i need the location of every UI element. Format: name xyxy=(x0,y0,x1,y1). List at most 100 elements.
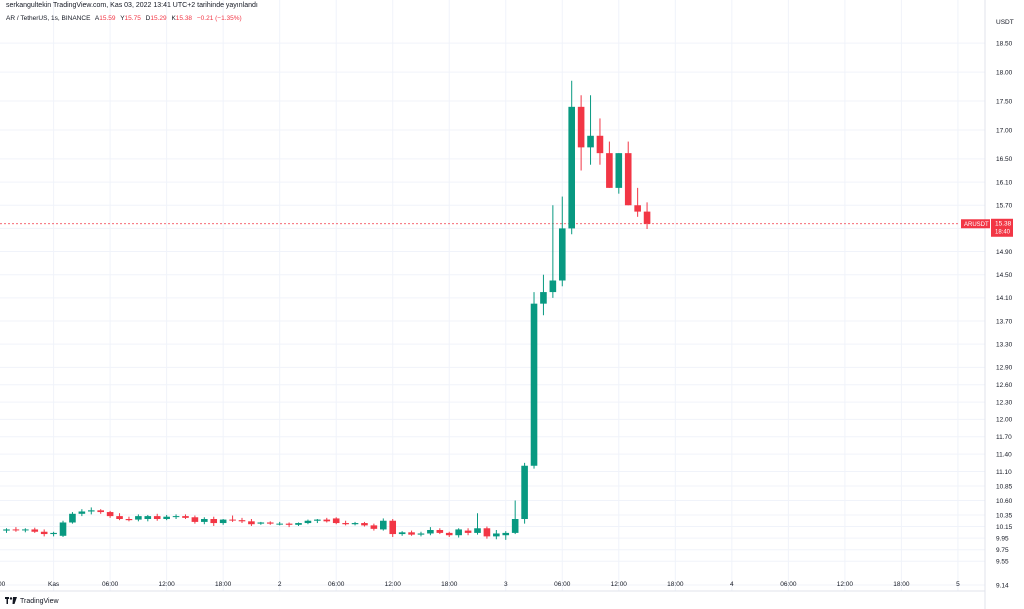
candle xyxy=(427,527,434,536)
price-tick-label: 12.30 xyxy=(996,399,1013,406)
candle xyxy=(380,518,387,531)
candle-body xyxy=(332,518,340,524)
time-axis[interactable]: 18:00 Kas 06:00 12:00 18:00 2 06:00 12:00 18:00 3… xyxy=(0,581,960,588)
candle xyxy=(558,196,566,287)
price-tick-label: 16.50 xyxy=(996,156,1013,163)
price-tick-label: 17.50 xyxy=(996,98,1013,105)
candle xyxy=(351,521,359,526)
currency-label: USDT xyxy=(996,19,1014,26)
candle-body xyxy=(370,525,378,529)
candle xyxy=(97,509,104,514)
time-tick-label: 18:00 xyxy=(893,581,910,588)
price-tick-label: 16.10 xyxy=(996,179,1013,186)
tradingview-logo-icon xyxy=(5,597,17,606)
legend-high: Y15.75 xyxy=(120,15,141,22)
price-tick-label: 11.70 xyxy=(996,434,1012,441)
time-tick-label: 3 xyxy=(504,581,508,588)
price-tick-label: 10.15 xyxy=(996,524,1013,531)
candle-body xyxy=(31,529,39,532)
candle xyxy=(445,531,453,537)
candle xyxy=(276,521,283,526)
candles xyxy=(3,80,651,540)
legend-open-label: A xyxy=(94,15,100,22)
candle-body xyxy=(40,531,48,535)
candle-body xyxy=(521,465,528,520)
grid-lines xyxy=(0,0,985,591)
candle xyxy=(182,514,189,520)
candle-body xyxy=(427,530,434,534)
tradingview-brand[interactable]: TradingView xyxy=(5,597,59,606)
candle xyxy=(417,531,425,537)
time-tick-label: 06:00 xyxy=(780,581,797,588)
time-tick-label: 06:00 xyxy=(554,581,571,588)
candle-body xyxy=(182,516,189,518)
candle-body xyxy=(615,153,623,188)
candle xyxy=(606,141,613,188)
legend-low: D15.29 xyxy=(146,15,167,22)
candle-body xyxy=(125,519,133,521)
price-tick-label: 13.70 xyxy=(996,318,1013,325)
candle xyxy=(530,292,538,469)
candle xyxy=(436,528,444,535)
price-tick-label: 12.60 xyxy=(996,382,1013,389)
candle xyxy=(106,510,114,518)
time-tick-label: 18:00 xyxy=(441,581,458,588)
candle xyxy=(549,205,557,298)
candle-body xyxy=(12,529,20,531)
candle-body xyxy=(577,106,585,148)
price-tick-label: 15.70 xyxy=(996,203,1013,210)
candle xyxy=(455,528,462,538)
candle-body xyxy=(266,522,274,524)
candle xyxy=(87,507,95,515)
candle xyxy=(643,202,651,229)
legend-open-value: 15.59 xyxy=(99,15,116,22)
candle-body xyxy=(474,528,481,533)
candle xyxy=(210,516,218,526)
candle xyxy=(285,522,293,528)
candle-body xyxy=(276,523,283,525)
price-tag-price: 15.38 xyxy=(995,220,1012,227)
candle-body xyxy=(436,530,444,533)
price-tick-label: 14.50 xyxy=(996,272,1013,279)
candle xyxy=(50,531,57,537)
candle-body xyxy=(502,532,510,536)
candle-body xyxy=(163,516,170,520)
candle xyxy=(219,519,227,525)
time-tick-label: Kas xyxy=(48,581,60,588)
candle-body xyxy=(511,519,519,533)
candle-body xyxy=(445,532,453,536)
brand-name: TradingView xyxy=(20,598,59,605)
candle xyxy=(587,95,594,165)
time-tick-label: 18:00 xyxy=(0,581,6,588)
candle-body xyxy=(389,520,397,535)
candle-body xyxy=(22,529,29,531)
candle-body xyxy=(455,529,462,536)
candle xyxy=(266,521,274,525)
candle xyxy=(483,526,491,539)
candle-body xyxy=(87,510,95,512)
candle-body xyxy=(248,521,255,525)
symbol-legend[interactable]: AR / TetherUS, 1s, BINANCE A15.59 Y15.75… xyxy=(6,15,245,22)
candle xyxy=(596,118,604,165)
candle-body xyxy=(643,211,651,224)
candle-body xyxy=(59,522,67,536)
time-tick-label: 12:00 xyxy=(385,581,402,588)
candle xyxy=(163,514,170,521)
candle-body xyxy=(172,516,180,518)
candle xyxy=(229,515,236,522)
legend-low-value: 15.29 xyxy=(150,15,167,22)
candle xyxy=(540,274,547,316)
legend-symbol[interactable]: AR / TetherUS, 1s, BINANCE xyxy=(6,15,91,22)
candle-body xyxy=(285,523,293,525)
candle-body xyxy=(78,511,86,514)
time-tick-label: 12:00 xyxy=(837,581,854,588)
candle-body xyxy=(408,532,415,535)
time-tick-label: 06:00 xyxy=(102,581,119,588)
candle xyxy=(191,515,199,524)
price-tick-label: 12.90 xyxy=(996,365,1013,372)
price-axis[interactable]: 18.5018.0017.5017.0016.5016.1015.7015.30… xyxy=(996,40,1013,589)
candle xyxy=(257,521,265,525)
time-tick-label: 06:00 xyxy=(328,581,345,588)
candle xyxy=(408,530,415,536)
